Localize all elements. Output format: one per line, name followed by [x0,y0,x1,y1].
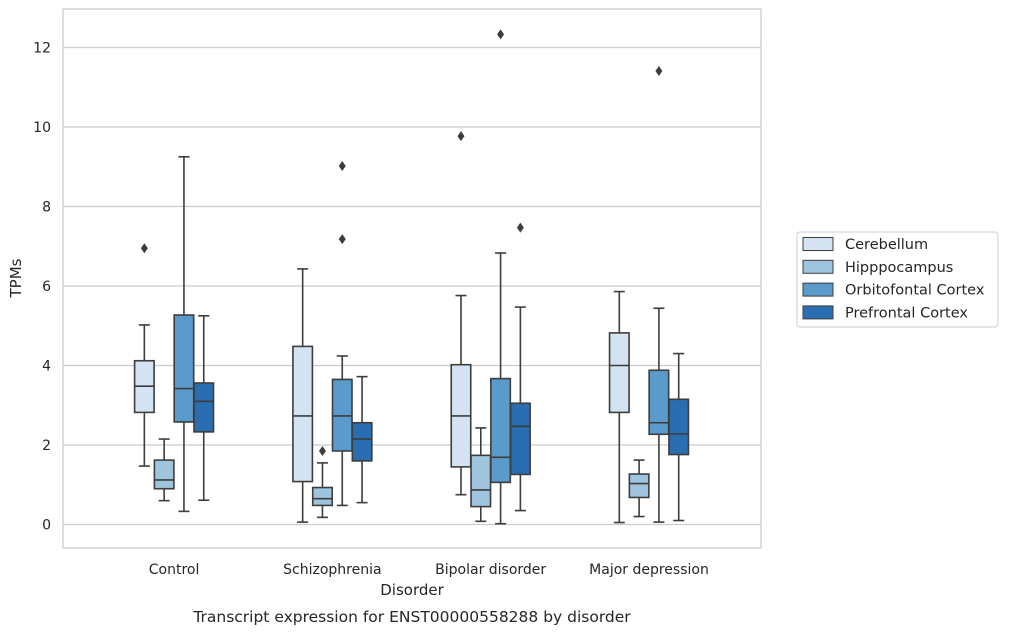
box-iqr [490,377,512,484]
legend-label: Cerebellum [845,237,928,253]
y-tick-label: 6 [42,279,51,295]
legend-swatch [802,259,834,274]
outlier-point [338,160,346,171]
box-orbitofontal-cortex [648,65,670,523]
box-hipppocampus [311,445,334,519]
x-tick-labels: Control Schizophrenia Bipolar disorder Majo… [149,562,709,578]
outlier-point [318,445,326,456]
legend-label: Prefrontal Cortex [845,305,968,321]
y-tick-label: 4 [42,359,51,375]
box-iqr [153,459,175,490]
box-iqr [608,332,630,414]
y-tick-label: 10 [33,120,51,136]
box-iqr [193,382,215,433]
box-prefrontal-cortex [509,222,531,512]
box-iqr [509,402,531,476]
outlier-point [516,222,524,233]
y-axis-label: TPMs [7,258,25,298]
box-iqr [668,398,690,456]
x-tick-label: Schizophrenia [283,562,381,578]
x-tick-label: Major depression [589,562,709,578]
box-prefrontal-cortex [351,375,373,504]
y-tick-label: 12 [33,41,51,57]
legend-frame [796,231,999,328]
outlier-point [140,243,148,254]
box-prefrontal-cortex [193,315,215,502]
legend-swatch [802,237,834,251]
box-orbitofontal-cortex [331,160,353,507]
legend-swatch [802,282,834,297]
box-prefrontal-cortex [668,352,690,522]
box-iqr [628,473,650,499]
box-orbitofontal-cortex [490,29,512,525]
outlier-point [457,131,465,142]
x-axis-label: Disorder [380,581,444,599]
box-iqr [351,421,373,462]
box-iqr [311,486,334,507]
outlier-point [497,29,505,40]
box-iqr [470,454,492,508]
box-orbitofontal-cortex [173,156,195,513]
y-tick-label: 8 [42,200,51,216]
outlier-point [655,65,663,76]
box-cerebellum [292,268,314,523]
legend-label: Orbitofontal Cortex [845,283,985,299]
boxes [133,29,690,525]
plot-area [62,8,762,549]
box-hipppocampus [153,438,175,502]
x-tick-label: Bipolar disorder [435,562,546,578]
box-iqr [292,345,314,483]
box-hipppocampus [628,459,650,518]
box-hipppocampus [470,427,492,523]
y-tick-label: 0 [42,518,51,534]
y-tick-label: 2 [42,438,51,454]
legend-swatch [802,305,834,320]
gridlines [63,46,761,526]
legend-label: Hipppocampus [845,260,953,276]
box-cerebellum [608,290,630,524]
box-iqr [173,314,195,423]
box-iqr [648,369,670,436]
x-tick-label: Control [149,562,200,578]
chart-caption: Transcript expression for ENST0000055828… [192,608,631,626]
box-cerebellum [450,131,472,496]
y-tick-labels: 0 2 4 6 8 10 12 [33,41,51,534]
box-cerebellum [133,243,155,467]
legend: Cerebellum Hipppocampus Orbitofontal Corte… [796,231,999,328]
outlier-point [338,234,346,245]
